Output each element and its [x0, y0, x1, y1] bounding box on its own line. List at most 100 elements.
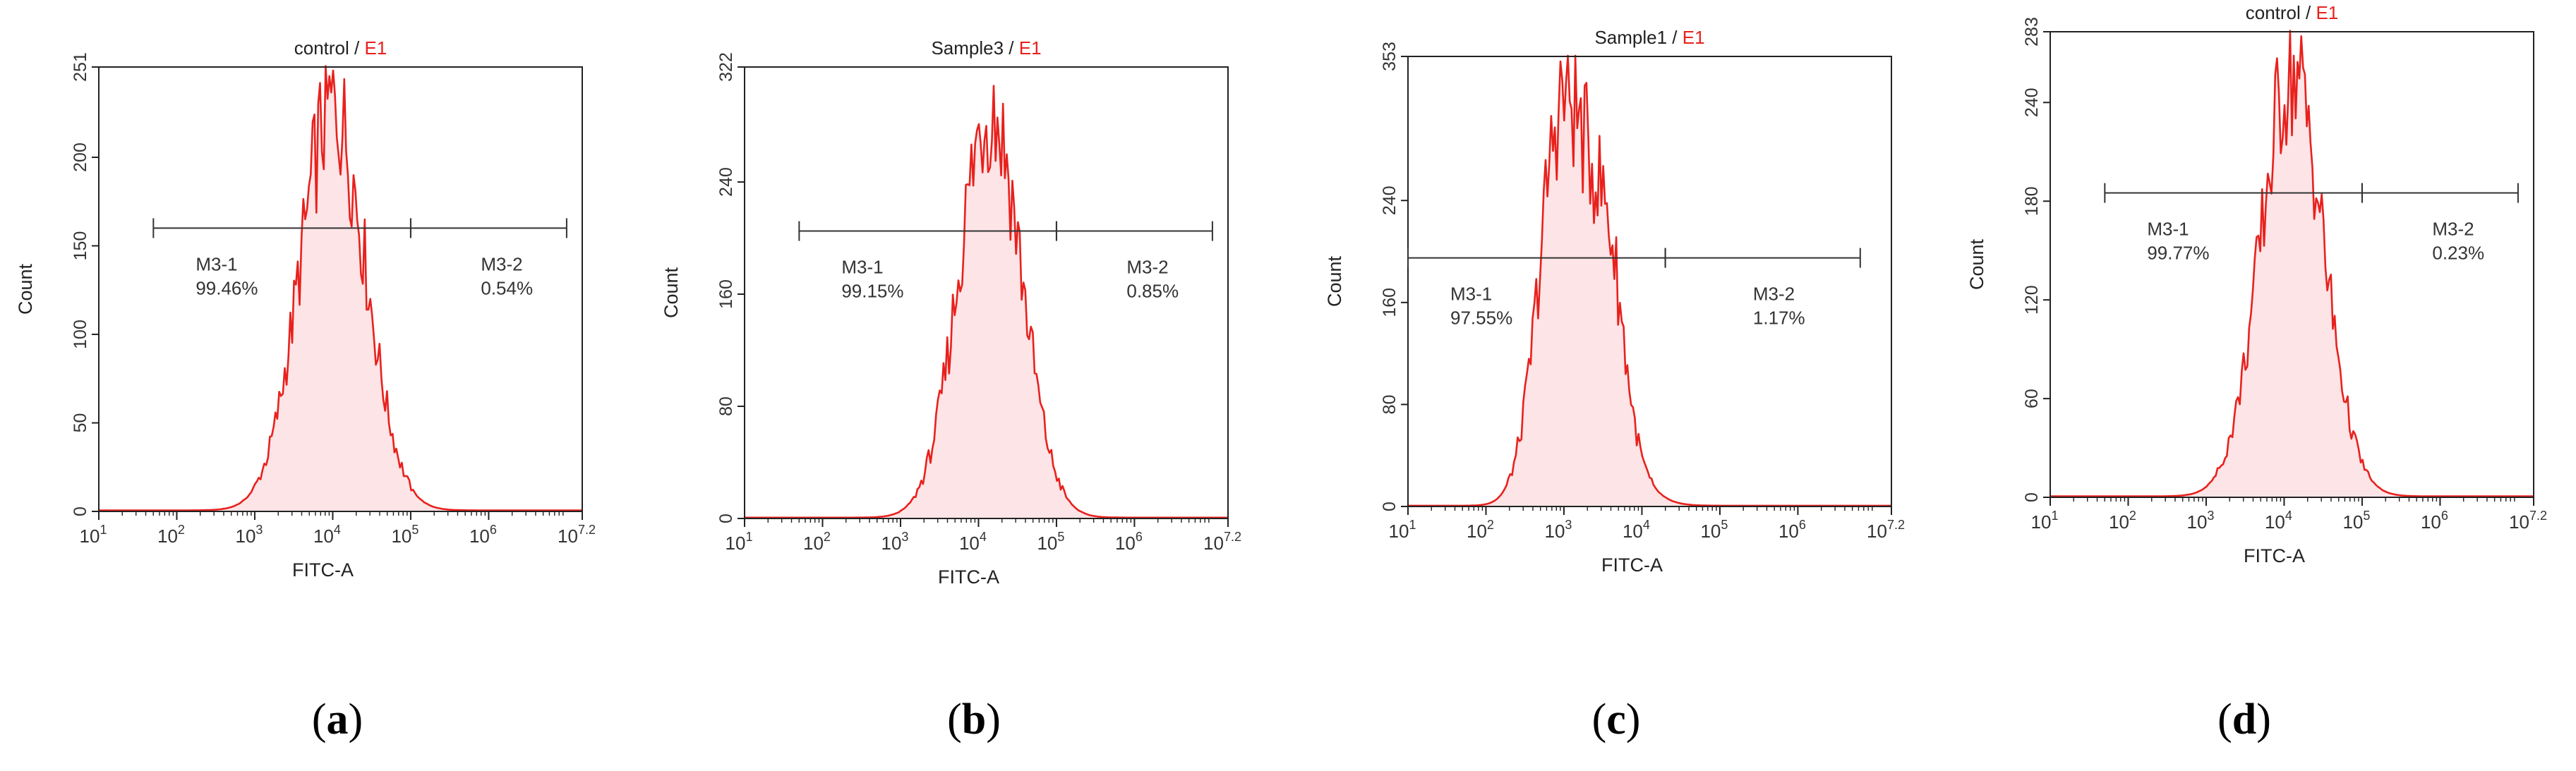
x-tick-exponent: 4 — [334, 523, 341, 537]
x-tick-base: 10 — [80, 526, 100, 547]
x-tick-base: 10 — [1544, 521, 1565, 542]
title-gate: E1 — [364, 37, 387, 59]
title-separator: / — [1667, 27, 1683, 48]
caption-letter: b — [962, 696, 986, 743]
x-tick-label: 101 — [726, 530, 753, 554]
x-tick-base: 10 — [1467, 521, 1487, 542]
x-tick-base: 10 — [391, 526, 411, 547]
x-tick-exponent: 2 — [1487, 518, 1494, 532]
gate-label: M3-2 — [481, 253, 522, 274]
gate-label: M3-1 — [841, 257, 883, 278]
y-tick-label: 240 — [1380, 186, 1400, 215]
x-tick-base: 10 — [2509, 511, 2529, 533]
x-tick-base: 10 — [803, 533, 824, 554]
gate-percent: 0.85% — [1126, 281, 1179, 302]
panel-caption: (b) — [947, 696, 1001, 743]
x-tick-label: 104 — [959, 530, 987, 554]
x-tick-label: 102 — [157, 523, 185, 547]
histogram-curve — [2050, 30, 2534, 497]
y-tick-label: 160 — [716, 279, 736, 309]
x-tick-base: 10 — [2031, 511, 2052, 533]
gate-label: M3-1 — [195, 253, 237, 274]
x-tick-exponent: 7.2 — [1224, 530, 1241, 544]
title-separator: / — [2301, 2, 2316, 23]
x-tick-exponent: 1 — [1409, 518, 1416, 532]
histogram-fill — [1408, 55, 1891, 506]
panel-caption: (d) — [2217, 696, 2271, 743]
caption-close-paren: ) — [1626, 696, 1641, 743]
x-tick-exponent: 3 — [901, 530, 908, 544]
x-tick-base: 10 — [1037, 533, 1057, 554]
x-axis-label: FITC-A — [1601, 554, 1663, 576]
y-tick-label: 200 — [71, 142, 90, 172]
caption-open-paren: ( — [312, 696, 327, 743]
gate-percent: 0.23% — [2432, 243, 2484, 264]
y-tick-label: 251 — [71, 52, 90, 82]
x-tick-exponent: 7.2 — [2529, 509, 2547, 523]
caption-open-paren: ( — [2217, 696, 2232, 743]
y-tick-label: 0 — [716, 514, 736, 523]
y-tick-label: 120 — [2022, 285, 2042, 315]
x-tick-exponent: 5 — [411, 523, 419, 537]
gate-percent: 99.15% — [841, 281, 903, 302]
x-tick-exponent: 2 — [824, 530, 831, 544]
y-tick-label: 80 — [1380, 395, 1400, 415]
x-tick-exponent: 5 — [1057, 530, 1064, 544]
panel-caption: (c) — [1592, 696, 1641, 743]
caption-open-paren: ( — [1592, 696, 1607, 743]
x-tick-base: 10 — [1623, 521, 1643, 542]
x-tick-exponent: 3 — [1565, 518, 1572, 532]
plot-frame — [98, 66, 583, 512]
gate-label: M3-2 — [1126, 257, 1168, 278]
gate-label: M3-1 — [2147, 219, 2189, 240]
x-tick-exponent: 1 — [2051, 509, 2058, 523]
chart-title: Sample1 / E1 — [1594, 27, 1704, 48]
x-tick-base: 10 — [2186, 511, 2207, 533]
title-gate: E1 — [2316, 2, 2338, 23]
x-tick-exponent: 6 — [1799, 518, 1806, 532]
y-tick-label: 0 — [2022, 492, 2042, 502]
gate-percent: 0.54% — [481, 277, 533, 298]
caption-letter: c — [1606, 696, 1626, 743]
x-tick-label: 104 — [313, 523, 341, 547]
y-tick-label: 50 — [71, 413, 90, 433]
gate-label: M3-1 — [1450, 284, 1492, 305]
x-tick-label: 102 — [1467, 518, 1494, 542]
y-tick-label: 353 — [1380, 42, 1400, 71]
x-tick-exponent: 6 — [490, 523, 497, 537]
x-tick-exponent: 4 — [980, 530, 987, 544]
gate-percent: 99.46% — [195, 277, 258, 298]
x-tick-label: 107.2 — [558, 523, 596, 547]
x-tick-label: 103 — [1544, 518, 1572, 542]
x-tick-exponent: 6 — [2441, 509, 2448, 523]
x-tick-base: 10 — [881, 533, 901, 554]
x-tick-base: 10 — [1389, 521, 1409, 542]
x-tick-exponent: 5 — [1721, 518, 1728, 532]
title-separator: / — [1004, 37, 1019, 59]
x-tick-label: 106 — [1778, 518, 1806, 542]
x-tick-label: 106 — [469, 523, 497, 547]
x-tick-exponent: 4 — [2285, 509, 2292, 523]
gate-label: M3-2 — [1753, 284, 1795, 305]
x-tick-base: 10 — [726, 533, 746, 554]
gate-percent: 99.77% — [2147, 243, 2209, 264]
y-tick-label: 80 — [716, 396, 736, 416]
plot-frame — [1407, 56, 1892, 507]
histogram-curve — [99, 65, 582, 511]
x-tick-exponent: 1 — [745, 530, 752, 544]
caption-close-paren: ) — [986, 696, 1001, 743]
y-tick-label: 150 — [71, 231, 90, 261]
x-tick-label: 107.2 — [2509, 509, 2547, 533]
title-sample: Sample3 — [931, 37, 1004, 59]
x-tick-base: 10 — [2109, 511, 2129, 533]
x-axis-label: FITC-A — [938, 566, 999, 588]
title-gate: E1 — [1683, 27, 1705, 48]
x-tick-label: 102 — [2109, 509, 2136, 533]
x-tick-base: 10 — [235, 526, 255, 547]
caption-letter: d — [2232, 696, 2256, 743]
x-tick-label: 107.2 — [1867, 518, 1905, 542]
x-tick-base: 10 — [1778, 521, 1799, 542]
